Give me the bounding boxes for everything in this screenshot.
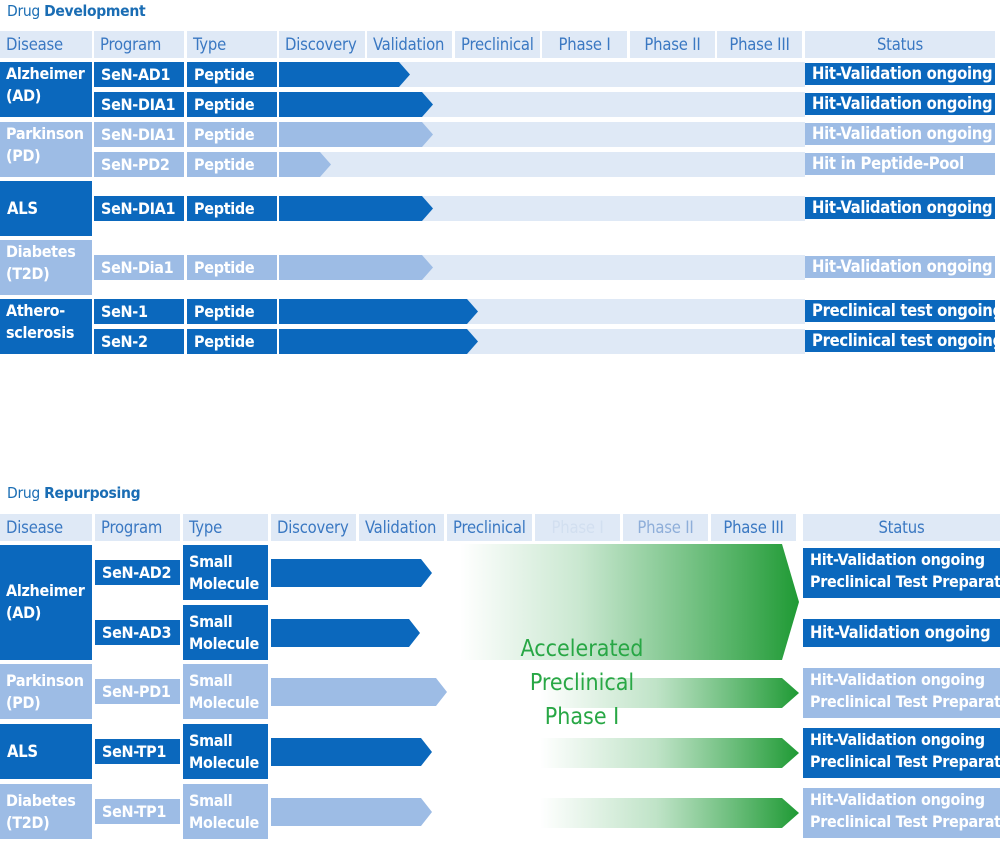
- rep-header-disease: Disease: [0, 514, 92, 541]
- rep-progress-arrow: [271, 798, 432, 826]
- dev-disease-parkinson: Parkinson (PD): [0, 122, 92, 177]
- rep-program: SeN-AD2: [95, 560, 180, 585]
- dev-program: SeN-DIA1: [94, 196, 184, 221]
- accelerated-arrow: [540, 738, 799, 768]
- rep-header-type: Type: [183, 514, 268, 541]
- rep-type: Small Molecule: [183, 545, 268, 600]
- rep-disease-parkinson: Parkinson (PD): [0, 664, 92, 719]
- accelerated-label: Accelerated Preclinical Phase I: [520, 636, 644, 730]
- dev-program: SeN-PD2: [94, 152, 184, 177]
- dev-status: Hit-Validation ongoing: [805, 123, 995, 145]
- rep-progress-arrow: [271, 559, 432, 587]
- rep-progress-arrow: [271, 619, 420, 647]
- rep-header-validation: Validation: [359, 514, 444, 541]
- dev-header-phase3: Phase III: [717, 31, 802, 58]
- rep-disease-als: ALS: [0, 724, 92, 779]
- dev-program: SeN-1: [94, 299, 184, 324]
- dev-program: SeN-DIA1: [94, 92, 184, 117]
- accelerated-arrow-large: [460, 544, 799, 660]
- dev-type: Peptide: [187, 299, 277, 324]
- dev-status: Hit-Validation ongoing: [805, 256, 995, 278]
- rep-program: SeN-AD3: [95, 620, 180, 645]
- rep-header-discovery: Discovery: [271, 514, 356, 541]
- dev-type: Peptide: [187, 196, 277, 221]
- dev-header-type: Type: [187, 31, 277, 58]
- dev-disease-alzheimer: Alzheimer (AD): [0, 62, 92, 117]
- rep-disease-alzheimer: Alzheimer (AD): [0, 545, 92, 660]
- rep-header-phase1: Phase I: [535, 514, 620, 541]
- rep-header-phase3: Phase III: [711, 514, 796, 541]
- rep-program: SeN-PD1: [95, 679, 180, 704]
- rep-type: Small Molecule: [183, 724, 268, 779]
- dev-progress-arrow: [279, 92, 433, 117]
- development-title: Drug Development: [7, 2, 146, 20]
- dev-program: SeN-Dia1: [94, 255, 184, 280]
- rep-progress-arrow: [271, 738, 432, 766]
- rep-type: Small Molecule: [183, 664, 268, 719]
- rep-status: Hit-Validation ongoing Preclinical Test P…: [803, 548, 1000, 598]
- rep-header-status: Status: [803, 514, 1000, 541]
- rep-program: SeN-TP1: [95, 799, 180, 824]
- dev-header-status: Status: [805, 31, 995, 58]
- dev-status: Preclinical test ongoing: [805, 300, 995, 322]
- dev-header-validation: Validation: [367, 31, 452, 58]
- rep-status: Hit-Validation ongoing Preclinical Test P…: [803, 668, 1000, 718]
- rep-status: Hit-Validation ongoing Preclinical Test P…: [803, 728, 1000, 778]
- dev-disease-als: ALS: [0, 181, 92, 236]
- rep-header-preclinical: Preclinical: [447, 514, 532, 541]
- rep-type: Small Molecule: [183, 784, 268, 839]
- dev-header-program: Program: [94, 31, 184, 58]
- dev-header-disease: Disease: [0, 31, 92, 58]
- dev-type: Peptide: [187, 62, 277, 87]
- dev-header-phase2: Phase II: [630, 31, 715, 58]
- repurposing-title: Drug Repurposing: [7, 484, 141, 502]
- dev-type: Peptide: [187, 92, 277, 117]
- dev-header-phase1: Phase I: [542, 31, 627, 58]
- dev-track: [279, 152, 805, 177]
- rep-progress-arrow: [271, 678, 447, 706]
- dev-status: Hit in Peptide-Pool: [805, 153, 995, 175]
- dev-status: Preclinical test ongoing: [805, 330, 995, 352]
- rep-type: Small Molecule: [183, 605, 268, 660]
- dev-program: SeN-AD1: [94, 62, 184, 87]
- dev-program: SeN-DIA1: [94, 122, 184, 147]
- dev-status: Hit-Validation ongoing: [805, 197, 995, 219]
- dev-program: SeN-2: [94, 329, 184, 354]
- rep-program: SeN-TP1: [95, 739, 180, 764]
- rep-header-phase2: Phase II: [623, 514, 708, 541]
- dev-progress-arrow: [279, 152, 331, 177]
- dev-status: Hit-Validation ongoing: [805, 93, 995, 115]
- accelerated-arrow: [540, 678, 799, 708]
- dev-status: Hit-Validation ongoing: [805, 63, 995, 85]
- dev-progress-arrow: [279, 299, 478, 324]
- rep-status: Hit-Validation ongoing: [803, 619, 1000, 647]
- dev-progress-arrow: [279, 329, 478, 354]
- dev-disease-diabetes: Diabetes (T2D): [0, 240, 92, 295]
- dev-type: Peptide: [187, 329, 277, 354]
- accelerated-arrow: [540, 798, 799, 828]
- dev-disease-atherosclerosis: Athero-sclerosis: [0, 299, 92, 354]
- rep-status: Hit-Validation ongoing Preclinical Test P…: [803, 788, 1000, 838]
- dev-progress-arrow: [279, 62, 410, 87]
- dev-type: Peptide: [187, 122, 277, 147]
- dev-header-preclinical: Preclinical: [455, 31, 540, 58]
- dev-type: Peptide: [187, 152, 277, 177]
- dev-progress-arrow: [279, 122, 433, 147]
- rep-header-program: Program: [95, 514, 180, 541]
- dev-header-discovery: Discovery: [279, 31, 365, 58]
- dev-progress-arrow: [279, 255, 433, 280]
- rep-disease-diabetes: Diabetes (T2D): [0, 784, 92, 839]
- dev-progress-arrow: [279, 196, 433, 221]
- dev-type: Peptide: [187, 255, 277, 280]
